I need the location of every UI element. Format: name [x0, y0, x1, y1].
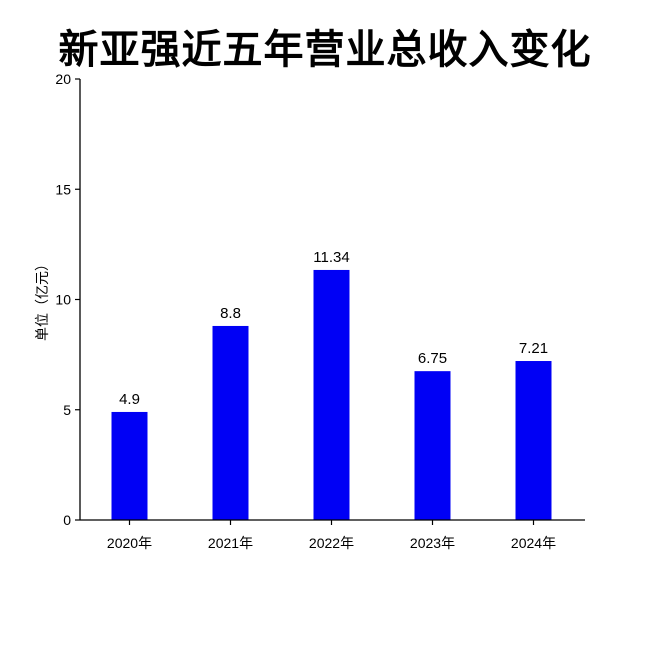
y-ticks: 0 5 10 15 20: [55, 71, 80, 528]
x-tick-label: 2023年: [410, 535, 455, 551]
bar-5: [515, 361, 552, 520]
y-tick-label: 10: [55, 292, 71, 308]
x-tick-label: 2022年: [309, 535, 354, 551]
x-tick-label: 2020年: [107, 535, 152, 551]
chart-title: 新亚强近五年营业总收入变化: [58, 27, 592, 73]
bar-value-label: 8.8: [220, 305, 241, 322]
bars-layer: [111, 269, 552, 520]
bar-1: [111, 411, 148, 520]
bar-value-label: 11.34: [313, 249, 349, 266]
y-tick-label: 20: [55, 71, 71, 87]
bar-3: [313, 269, 350, 520]
y-tick-label: 5: [63, 402, 71, 418]
bar-value-label: 7.21: [519, 340, 548, 357]
x-ticks: 2020年 2021年 2022年 2023年 2024年: [107, 520, 556, 551]
x-tick-label: 2021年: [208, 535, 253, 551]
y-axis-title: 单位（亿元）: [35, 257, 51, 341]
x-tick-label: 2024年: [511, 535, 556, 551]
y-tick-label: 15: [55, 181, 71, 197]
y-tick-label: 0: [63, 512, 71, 528]
bar-2: [212, 325, 249, 520]
labels-layer: 4.9 8.8 11.34 6.75 7.21: [119, 249, 548, 408]
bar-value-label: 6.75: [418, 350, 447, 367]
bar-value-label: 4.9: [119, 391, 140, 408]
bar-4: [414, 371, 451, 520]
